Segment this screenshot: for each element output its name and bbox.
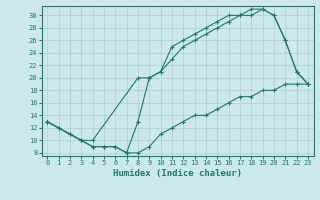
- X-axis label: Humidex (Indice chaleur): Humidex (Indice chaleur): [113, 169, 242, 178]
